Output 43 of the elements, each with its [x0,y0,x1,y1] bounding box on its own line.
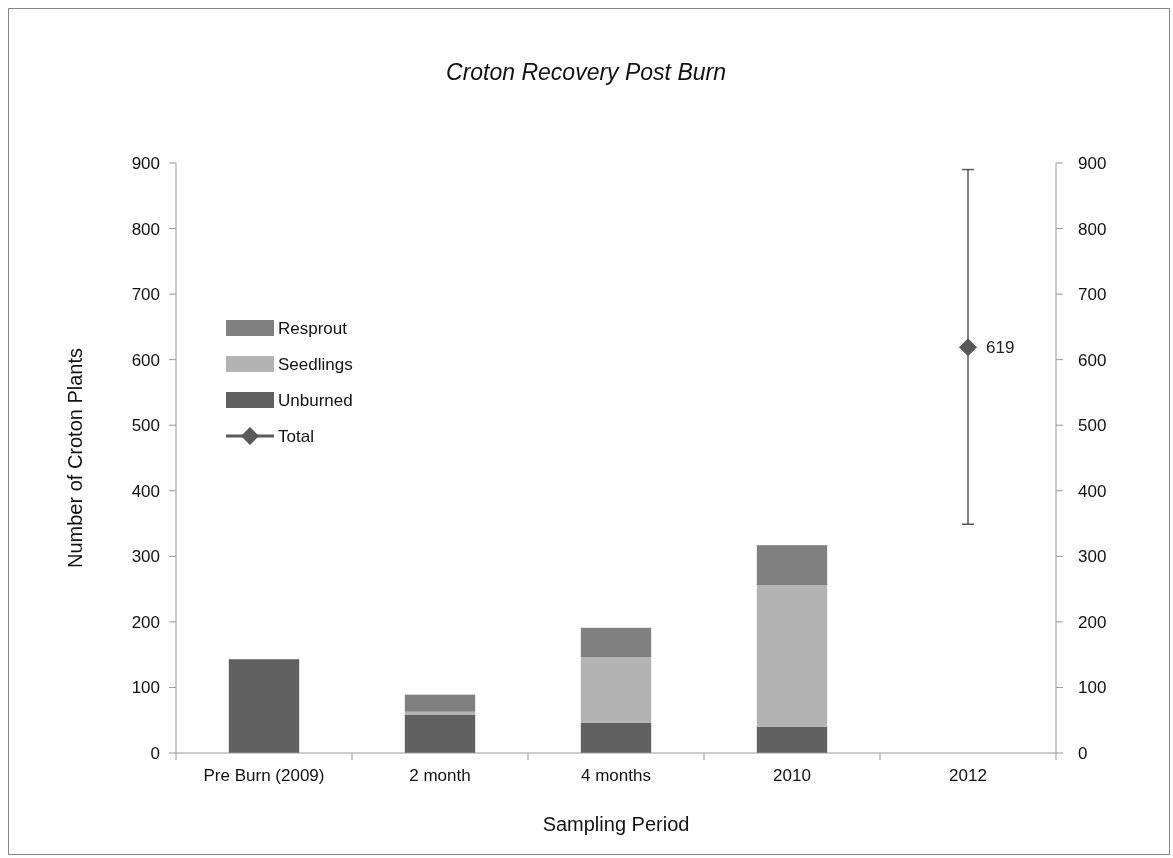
x-axis-title: Sampling Period [542,813,690,835]
legend-label: Seedlings [278,354,353,374]
legend-label: Total [278,426,314,446]
y2-tick-label: 0 [1078,743,1088,763]
legend-label: Resprout [278,318,348,338]
x-tick-label: 2010 [773,766,811,785]
bar [756,726,828,753]
y2-tick-label: 300 [1078,547,1107,567]
y2-tick-label: 900 [1078,153,1107,173]
y-tick-label: 900 [131,153,160,173]
bar [580,657,652,723]
y-tick-label: 200 [131,612,160,632]
bar [580,722,652,753]
y2-tick-label: 500 [1078,416,1107,436]
y-tick-label: 700 [131,285,160,305]
legend-label: Unburned [278,390,353,410]
y-tick-label: 600 [131,350,160,370]
x-tick-label: 2012 [949,766,987,785]
y2-tick-label: 700 [1078,285,1107,305]
x-tick-label: 4 months [581,766,651,785]
y-tick-label: 500 [131,416,160,436]
y2-tick-label: 800 [1078,219,1107,239]
y-tick-label: 800 [131,219,160,239]
y-tick-label: 300 [131,547,160,567]
y-tick-label: 400 [131,481,160,501]
y2-tick-label: 400 [1078,481,1107,501]
bar [228,659,300,753]
bar [404,714,476,753]
y-axis-title: Number of Croton Plants [64,347,86,569]
bar [580,627,652,658]
x-tick-label: Pre Burn (2009) [203,766,325,785]
bar [756,545,828,586]
y-tick-label: 100 [131,678,160,698]
y2-tick-label: 600 [1078,350,1107,370]
x-tick-label: 2 month [409,766,471,785]
bar [404,694,476,712]
bar [404,711,476,715]
y2-tick-label: 200 [1078,612,1107,632]
y-tick-label: 0 [150,743,160,763]
chart-title: Croton Recovery Post Burn [446,59,726,85]
data-label: 619 [986,338,1015,358]
y2-tick-label: 100 [1078,678,1107,698]
bar [756,585,828,727]
